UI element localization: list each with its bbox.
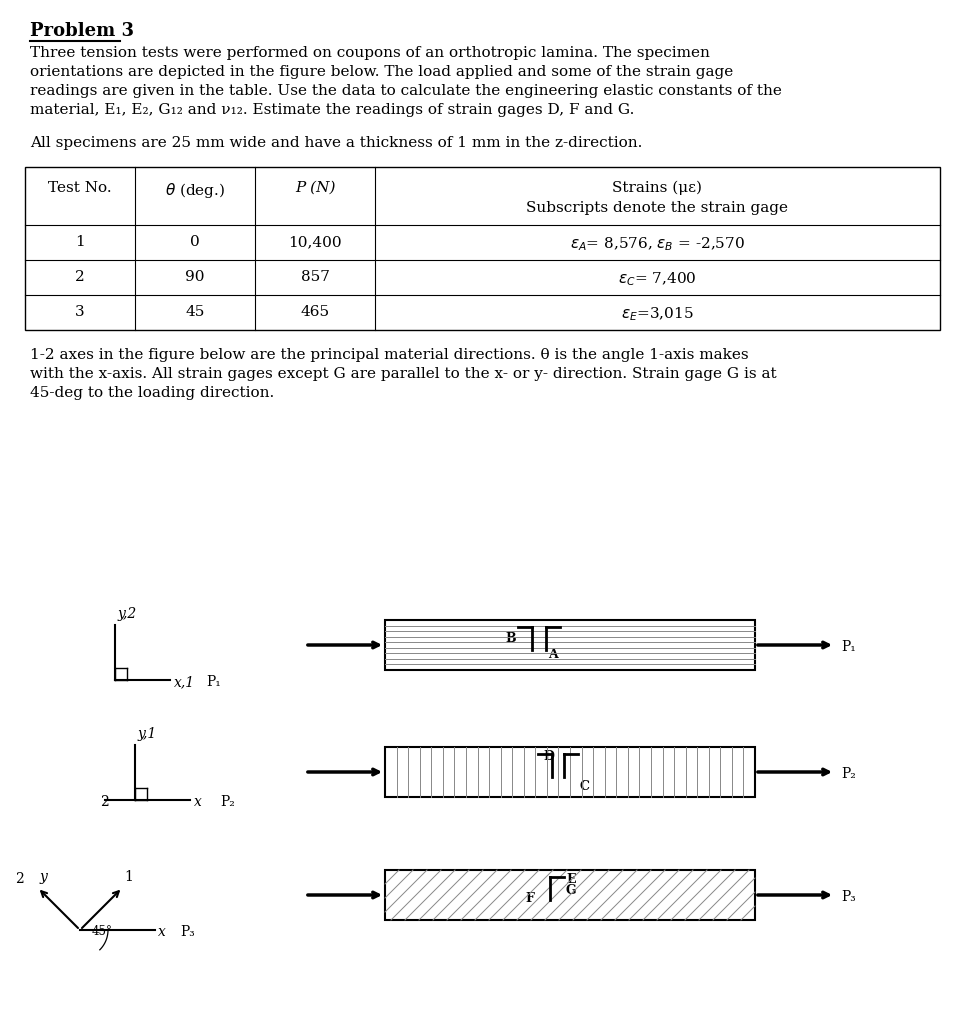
Text: 0: 0 <box>190 234 200 249</box>
Text: x,1: x,1 <box>174 675 195 689</box>
Text: P₁: P₁ <box>206 675 221 689</box>
Text: y,1: y,1 <box>138 727 157 741</box>
Text: C: C <box>580 780 590 793</box>
Text: material, E₁, E₂, G₁₂ and ν₁₂. Estimate the readings of strain gages D, F and G.: material, E₁, E₂, G₁₂ and ν₁₂. Estimate … <box>30 103 634 117</box>
Text: $\varepsilon_A$= 8,576, $\varepsilon_B$ = -2,570: $\varepsilon_A$= 8,576, $\varepsilon_B$ … <box>570 234 745 253</box>
Text: $\theta$ (deg.): $\theta$ (deg.) <box>165 181 226 200</box>
Text: $\varepsilon_E$=3,015: $\varepsilon_E$=3,015 <box>621 305 694 323</box>
Bar <box>25 167 940 330</box>
Text: 2: 2 <box>100 795 109 809</box>
Text: readings are given in the table. Use the data to calculate the engineering elast: readings are given in the table. Use the… <box>30 84 782 98</box>
Text: P₃: P₃ <box>841 890 856 904</box>
Text: orientations are depicted in the figure below. The load applied and some of the : orientations are depicted in the figure … <box>30 65 734 79</box>
Bar <box>385 620 755 670</box>
Bar <box>385 870 755 920</box>
Text: 2: 2 <box>14 871 23 886</box>
Text: 1: 1 <box>75 234 85 249</box>
Text: P₂: P₂ <box>841 767 856 781</box>
Text: G: G <box>566 884 576 896</box>
Text: P₃: P₃ <box>180 925 195 939</box>
Text: 10,400: 10,400 <box>288 234 342 249</box>
Text: 2: 2 <box>75 270 85 284</box>
Text: 45-deg to the loading direction.: 45-deg to the loading direction. <box>30 386 274 400</box>
Text: with the x-axis. All strain gages except G are parallel to the x- or y- directio: with the x-axis. All strain gages except… <box>30 367 777 381</box>
Text: y,2: y,2 <box>118 607 137 621</box>
Bar <box>385 746 755 797</box>
Text: All specimens are 25 mm wide and have a thickness of 1 mm in the z-direction.: All specimens are 25 mm wide and have a … <box>30 136 642 150</box>
Text: A: A <box>548 648 558 662</box>
Text: 45°: 45° <box>92 925 113 938</box>
Text: x: x <box>194 795 201 809</box>
Text: Strains (με): Strains (με) <box>612 181 703 196</box>
Text: Test No.: Test No. <box>48 181 112 195</box>
Text: 90: 90 <box>185 270 204 284</box>
Text: 857: 857 <box>301 270 330 284</box>
Text: 465: 465 <box>301 305 330 319</box>
Text: D: D <box>544 750 554 763</box>
Text: E: E <box>566 873 576 886</box>
Text: $\varepsilon_C$= 7,400: $\varepsilon_C$= 7,400 <box>618 270 697 288</box>
Text: y: y <box>40 869 47 884</box>
Text: P₂: P₂ <box>220 795 235 809</box>
Text: Problem 3: Problem 3 <box>30 22 134 40</box>
Text: 1-2 axes in the figure below are the principal material directions. θ is the ang: 1-2 axes in the figure below are the pri… <box>30 348 749 362</box>
Text: Subscripts denote the strain gage: Subscripts denote the strain gage <box>526 201 789 215</box>
Text: Three tension tests were performed on coupons of an orthotropic lamina. The spec: Three tension tests were performed on co… <box>30 46 710 60</box>
Text: 1: 1 <box>124 869 133 884</box>
Text: x: x <box>158 925 166 939</box>
Text: P (N): P (N) <box>295 181 335 195</box>
Text: 3: 3 <box>75 305 85 319</box>
Text: F: F <box>525 893 534 905</box>
Text: P₁: P₁ <box>841 640 856 654</box>
Text: 45: 45 <box>185 305 204 319</box>
Text: B: B <box>505 633 516 645</box>
